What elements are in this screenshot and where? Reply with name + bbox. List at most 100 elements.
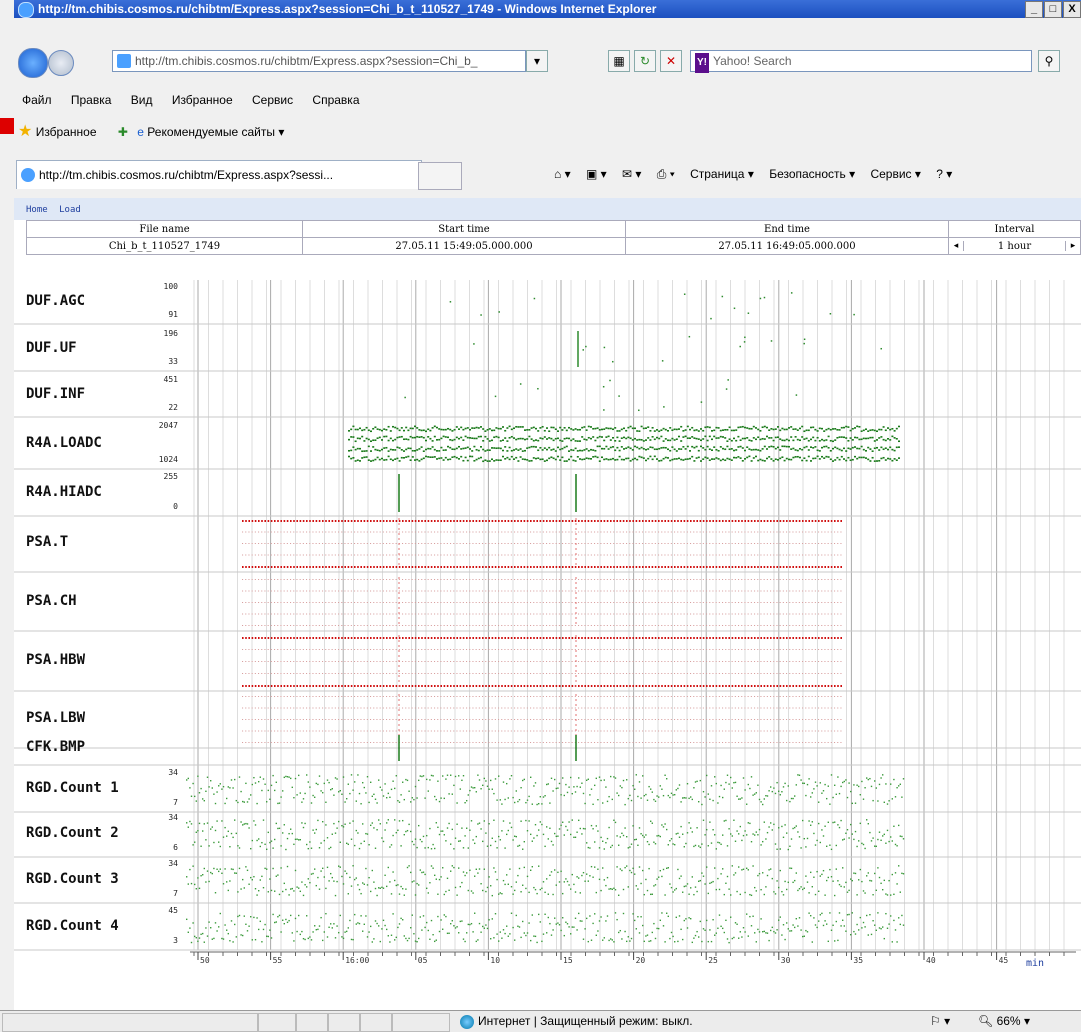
data-point bbox=[642, 649, 643, 650]
stop-icon[interactable]: ✕ bbox=[660, 50, 682, 72]
data-point bbox=[625, 430, 627, 432]
data-point bbox=[530, 591, 531, 592]
data-point bbox=[189, 787, 190, 788]
data-point bbox=[520, 602, 521, 603]
help-icon[interactable]: ? ▾ bbox=[936, 167, 952, 181]
menu-tools[interactable]: Сервис bbox=[252, 93, 293, 107]
address-dropdown-button[interactable]: ▾ bbox=[526, 50, 548, 72]
new-tab-button[interactable] bbox=[418, 162, 462, 190]
forward-button[interactable] bbox=[48, 50, 74, 76]
data-point bbox=[437, 532, 438, 533]
data-point bbox=[732, 742, 733, 743]
data-point bbox=[764, 566, 766, 568]
data-point bbox=[815, 719, 816, 720]
data-point bbox=[719, 602, 720, 603]
menu-service[interactable]: Сервис ▾ bbox=[870, 167, 920, 181]
favorites-button[interactable]: Избранное bbox=[36, 125, 97, 139]
data-point bbox=[402, 566, 404, 568]
data-point bbox=[559, 696, 560, 697]
search-icon[interactable]: ⚲ bbox=[1038, 50, 1060, 72]
mail-icon[interactable]: ✉ ▾ bbox=[622, 167, 641, 181]
data-point bbox=[476, 555, 477, 556]
data-point bbox=[245, 520, 247, 522]
data-point bbox=[732, 579, 733, 580]
data-point bbox=[504, 673, 505, 674]
maximize-button[interactable]: □ bbox=[1044, 1, 1062, 18]
data-point bbox=[245, 637, 247, 639]
data-point bbox=[476, 708, 477, 709]
data-point bbox=[674, 448, 676, 450]
data-point bbox=[418, 719, 419, 720]
data-point bbox=[652, 602, 653, 603]
address-bar[interactable]: http://tm.chibis.cosmos.ru/chibtm/Expres… bbox=[112, 50, 526, 72]
data-point bbox=[453, 614, 454, 615]
data-point bbox=[802, 543, 803, 544]
back-button[interactable] bbox=[18, 48, 48, 78]
data-point bbox=[479, 649, 480, 650]
data-point bbox=[725, 673, 726, 674]
data-point bbox=[360, 543, 361, 544]
data-point bbox=[539, 447, 541, 449]
feeds-icon[interactable]: ▣ ▾ bbox=[586, 167, 607, 181]
menu-security[interactable]: Безопасность ▾ bbox=[769, 167, 855, 181]
data-point bbox=[248, 532, 249, 533]
data-point bbox=[728, 532, 729, 533]
data-point bbox=[677, 708, 678, 709]
data-point bbox=[671, 429, 673, 431]
data-point bbox=[549, 614, 550, 615]
print-icon[interactable]: ⎙ ▾ bbox=[657, 167, 675, 181]
data-point bbox=[581, 661, 582, 662]
home-icon[interactable]: ⌂ ▾ bbox=[554, 167, 571, 181]
data-point bbox=[828, 661, 829, 662]
menu-help[interactable]: Справка bbox=[312, 93, 359, 107]
data-point bbox=[671, 614, 672, 615]
data-point bbox=[604, 685, 606, 687]
data-point bbox=[626, 591, 627, 592]
data-point bbox=[389, 555, 390, 556]
close-window-button[interactable]: X bbox=[1063, 1, 1081, 18]
menu-page[interactable]: Страница ▾ bbox=[690, 167, 754, 181]
data-point bbox=[597, 614, 598, 615]
data-point bbox=[540, 520, 542, 522]
search-box[interactable]: Y!Yahoo! Search bbox=[690, 50, 1032, 72]
data-point bbox=[620, 625, 621, 626]
data-point bbox=[309, 696, 310, 697]
data-point bbox=[834, 439, 836, 441]
menu-view[interactable]: Вид bbox=[131, 93, 153, 107]
data-point bbox=[760, 543, 761, 544]
suggested-sites-button[interactable]: Рекомендуемые сайты ▾ bbox=[147, 125, 284, 139]
data-point bbox=[700, 532, 701, 533]
data-point bbox=[268, 543, 269, 544]
data-point bbox=[693, 555, 694, 556]
minimize-button[interactable]: _ bbox=[1025, 1, 1043, 18]
menu-edit[interactable]: Правка bbox=[71, 93, 112, 107]
data-point bbox=[655, 625, 656, 626]
data-point bbox=[759, 430, 761, 432]
data-point bbox=[493, 436, 495, 438]
data-point bbox=[594, 673, 595, 674]
add-favorite-icon[interactable]: ✚ bbox=[118, 125, 128, 139]
data-point bbox=[412, 614, 413, 615]
data-point bbox=[594, 450, 596, 452]
data-point bbox=[549, 637, 551, 639]
data-point bbox=[527, 685, 529, 687]
data-point bbox=[840, 625, 841, 626]
menu-favorites[interactable]: Избранное bbox=[172, 93, 233, 107]
tab-express[interactable]: http://tm.chibis.cosmos.ru/chibtm/Expres… bbox=[16, 160, 422, 189]
data-point bbox=[520, 456, 522, 458]
data-point bbox=[703, 614, 704, 615]
data-point bbox=[831, 602, 832, 603]
data-point bbox=[607, 673, 608, 674]
menu-file[interactable]: Файл bbox=[22, 93, 52, 107]
compatibility-icon[interactable]: ▦ bbox=[608, 50, 630, 72]
data-point bbox=[542, 438, 544, 440]
refresh-icon[interactable]: ↻ bbox=[634, 50, 656, 72]
data-point bbox=[277, 719, 278, 720]
data-point bbox=[546, 543, 547, 544]
data-point bbox=[495, 625, 496, 626]
data-point bbox=[802, 637, 804, 639]
data-point bbox=[880, 348, 882, 350]
data-point bbox=[757, 649, 758, 650]
data-point bbox=[738, 742, 739, 743]
data-point bbox=[495, 673, 496, 674]
